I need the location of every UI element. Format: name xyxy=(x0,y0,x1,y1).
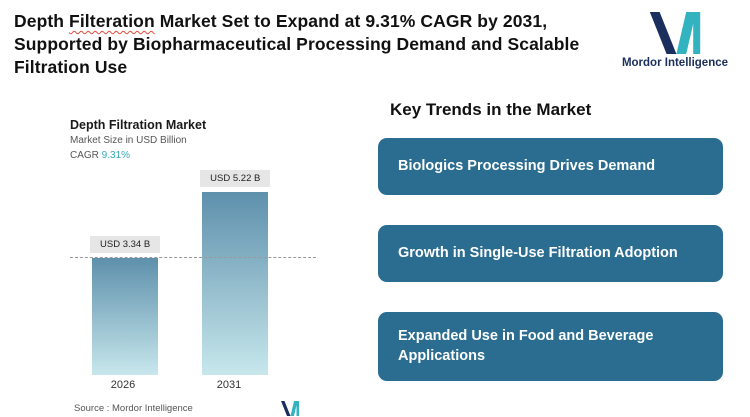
title-text-post: Market Set to Expand at 9.31% CAGR by 20… xyxy=(14,11,580,78)
reference-dashed-line xyxy=(70,257,316,259)
cagr-value: 9.31% xyxy=(101,150,131,161)
mordor-logo-small-icon xyxy=(281,401,299,416)
bar-value-label-2026: USD 3.34 B xyxy=(90,236,161,254)
source-row: Source : Mordor Intelligence xyxy=(70,401,302,416)
page-title: Depth Filteration Market Set to Expand a… xyxy=(14,10,599,79)
bar-2031 xyxy=(202,192,269,375)
title-text-pre: Depth xyxy=(14,11,70,31)
bar-group-2026: USD 3.34 B xyxy=(90,236,161,375)
bar-value-label-2031: USD 5.22 B xyxy=(200,170,271,188)
market-bar-chart: Depth Filtration Market Market Size in U… xyxy=(70,118,316,416)
cagr-label: CAGR xyxy=(70,150,102,161)
x-tick-2026: 2026 xyxy=(110,379,136,391)
chart-subtitle: Market Size in USD Billion xyxy=(70,135,187,146)
bar-2026 xyxy=(92,258,159,375)
x-tick-2031: 2031 xyxy=(216,379,242,391)
trend-card-2: Growth in Single-Use Filtration Adoption xyxy=(378,225,723,282)
trend-card-1: Biologics Processing Drives Demand xyxy=(378,138,723,195)
x-axis-labels: 2026 2031 xyxy=(70,379,302,391)
title-misspelled-word: Filteration xyxy=(69,11,155,31)
trend-card-3: Expanded Use in Food and Beverage Applic… xyxy=(378,312,723,382)
source-text: Source : Mordor Intelligence xyxy=(74,403,193,414)
plot-area: USD 3.34 B USD 5.22 B xyxy=(70,167,316,375)
bar-group-2031: USD 5.22 B xyxy=(200,170,271,375)
brand-name: Mordor Intelligence xyxy=(621,57,729,69)
brand-logo: Mordor Intelligence xyxy=(620,12,730,69)
mordor-logo-icon xyxy=(649,12,701,54)
chart-cagr: CAGR 9.31% xyxy=(70,150,302,161)
chart-title: Depth Filtration Market xyxy=(70,118,207,132)
key-trends-heading: Key Trends in the Market xyxy=(390,100,592,119)
trend-cards: Biologics Processing Drives Demand Growt… xyxy=(378,138,723,411)
